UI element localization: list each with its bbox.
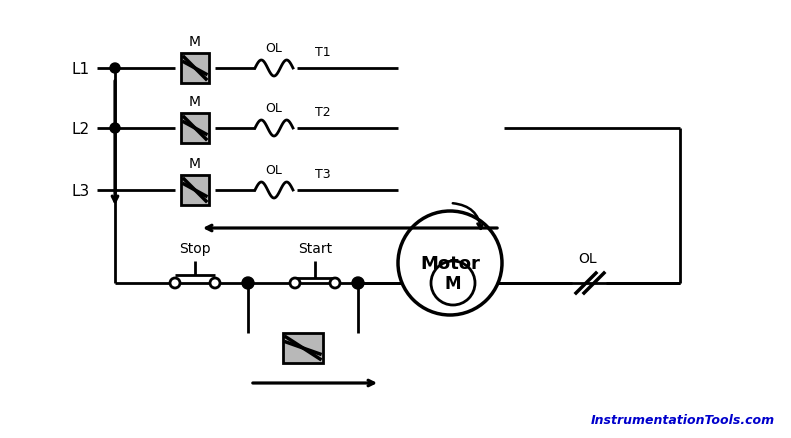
Text: L1: L1 [72, 61, 90, 76]
Circle shape [170, 279, 180, 288]
Text: OL: OL [266, 102, 282, 115]
Bar [283, 333, 323, 363]
Bar [181, 54, 209, 84]
Circle shape [110, 124, 120, 134]
Circle shape [398, 212, 502, 315]
Text: OL: OL [266, 164, 282, 177]
Bar [181, 114, 209, 144]
Text: L3: L3 [72, 183, 90, 198]
Circle shape [210, 279, 220, 288]
Text: M: M [445, 274, 461, 292]
Text: Start: Start [298, 241, 332, 255]
Circle shape [242, 277, 254, 290]
Text: OL: OL [266, 42, 282, 55]
Text: T2: T2 [315, 106, 331, 119]
Text: M: M [189, 35, 201, 49]
Bar [181, 176, 209, 205]
Text: Stop: Stop [180, 241, 211, 255]
Text: T3: T3 [315, 168, 331, 180]
Circle shape [352, 277, 364, 290]
Text: InstrumentationTools.com: InstrumentationTools.com [591, 413, 775, 426]
Circle shape [431, 261, 475, 305]
Circle shape [110, 64, 120, 74]
Circle shape [290, 279, 300, 288]
Text: L2: L2 [72, 121, 90, 136]
Circle shape [330, 279, 340, 288]
Text: OL: OL [579, 251, 597, 265]
Text: M: M [189, 157, 201, 171]
Text: Motor: Motor [420, 254, 480, 272]
Text: T1: T1 [315, 46, 331, 59]
Text: M: M [189, 95, 201, 109]
